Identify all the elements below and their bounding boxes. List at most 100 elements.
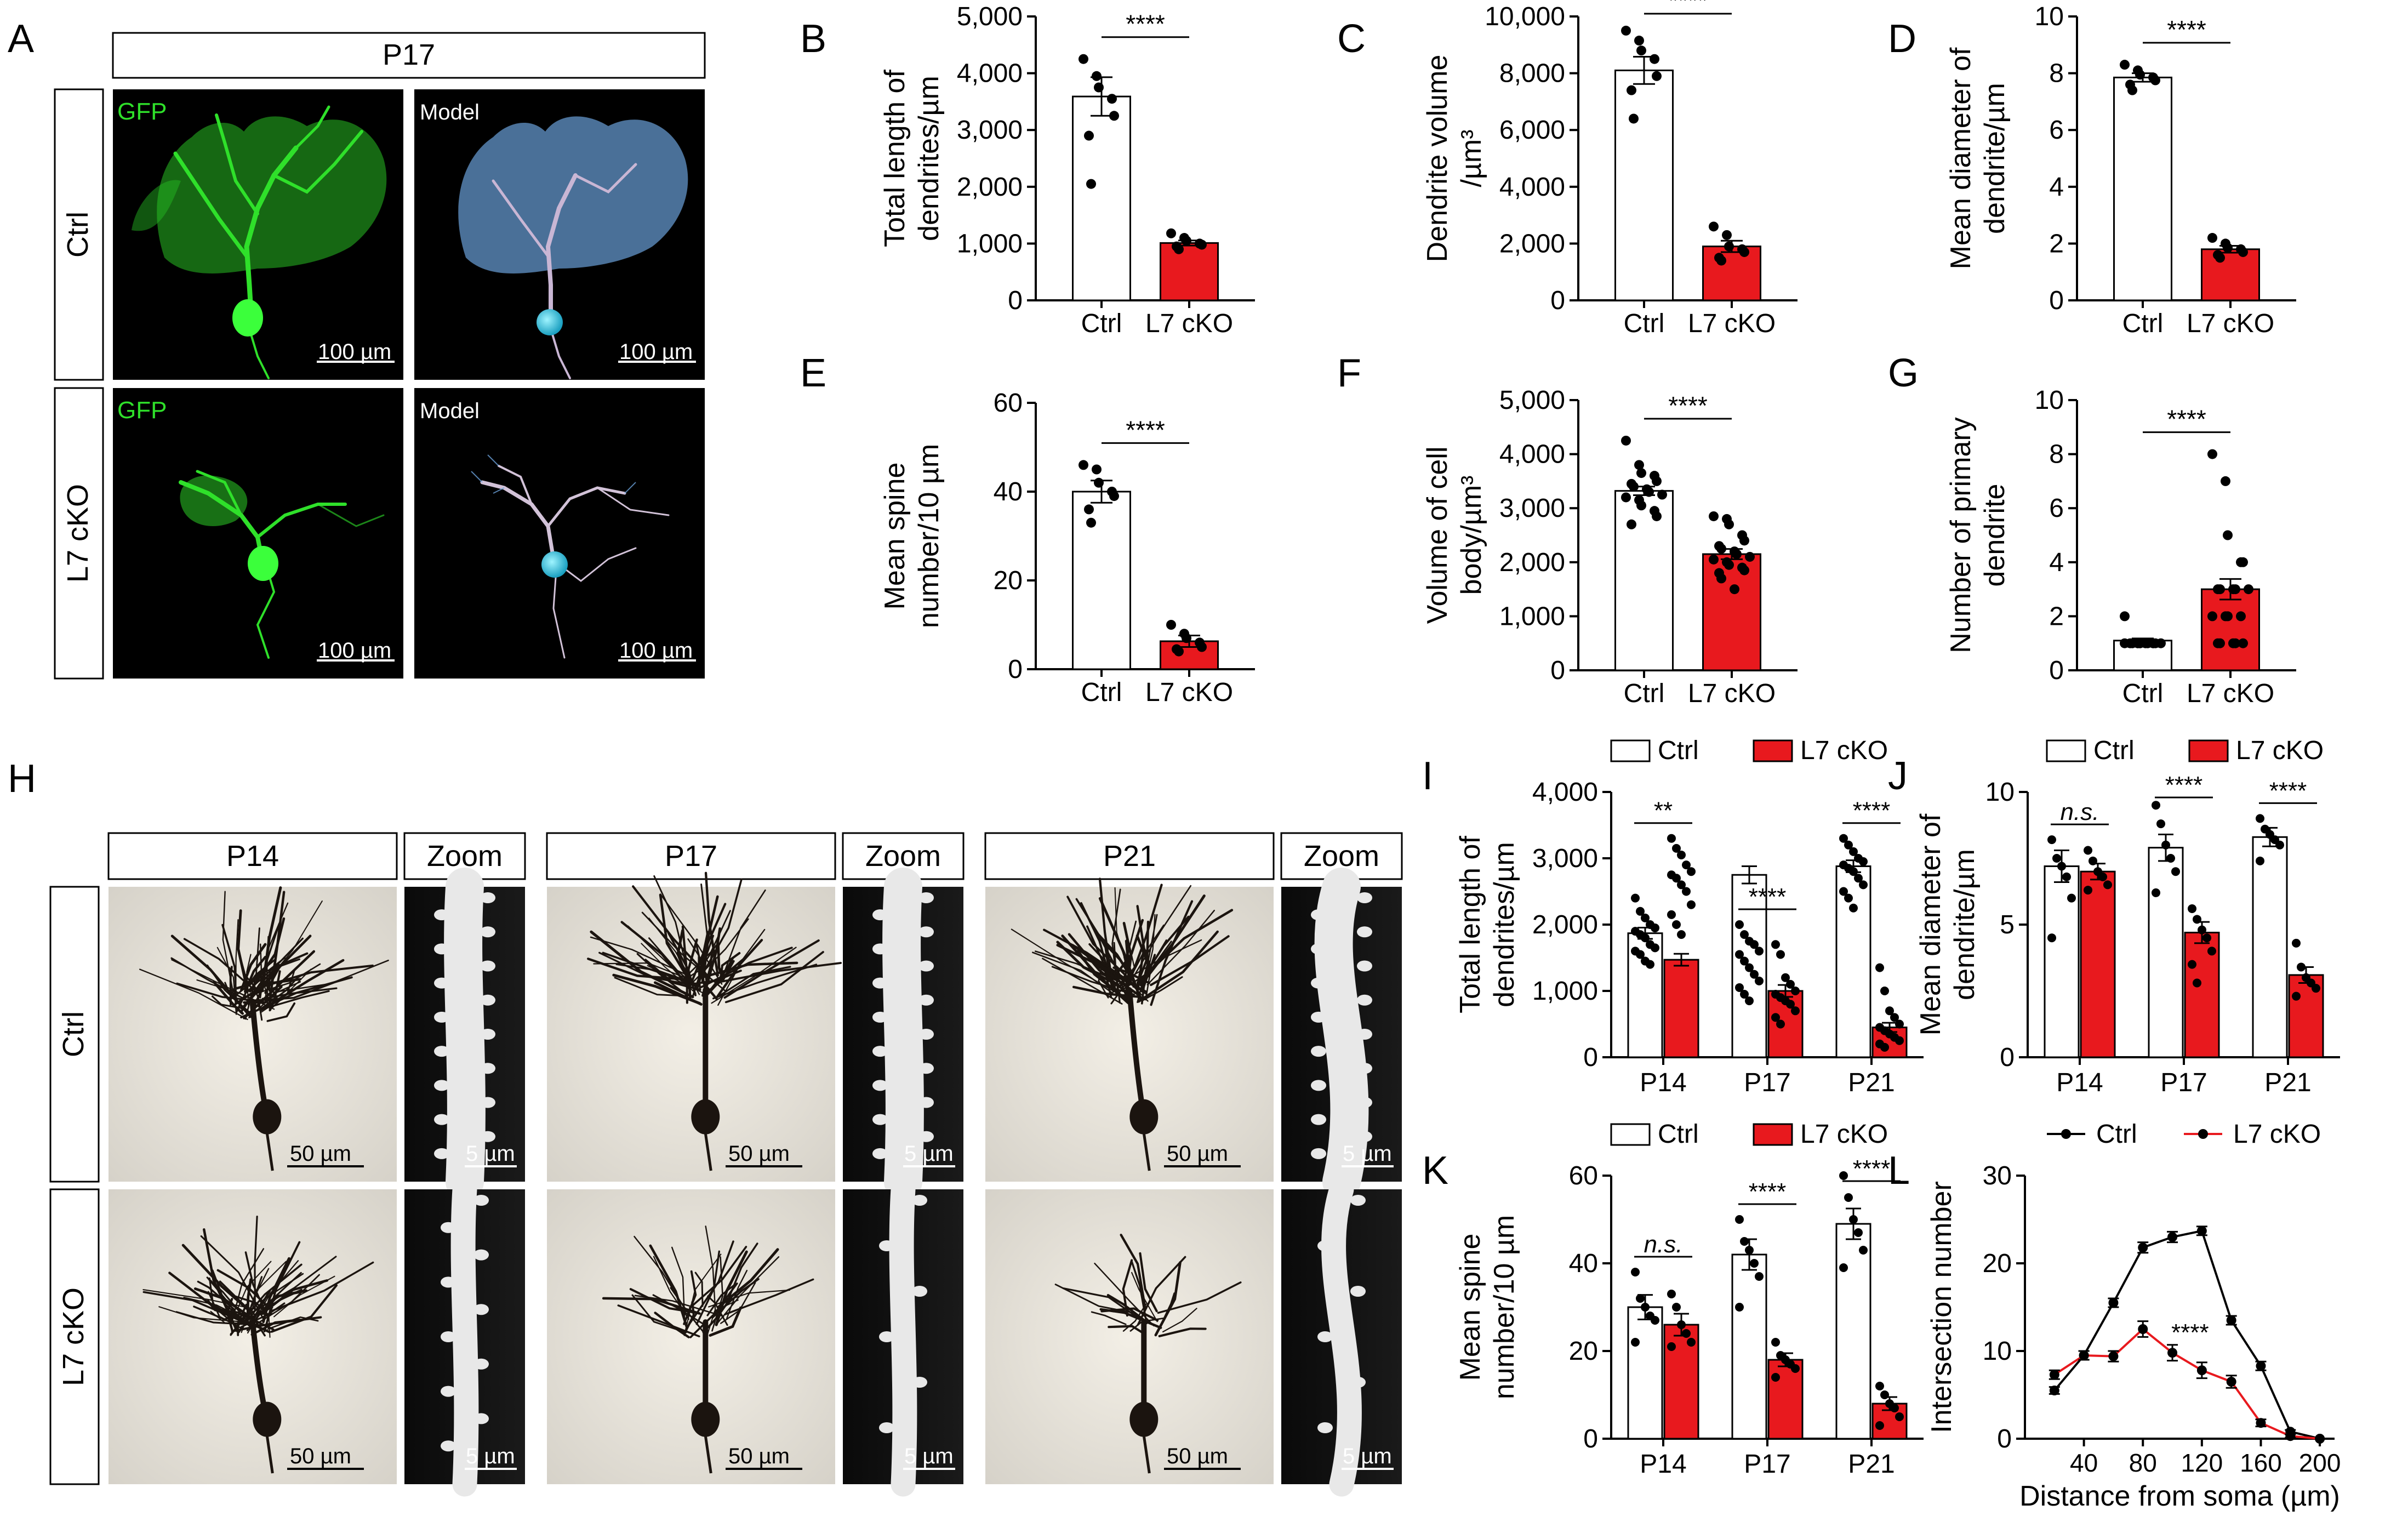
legend-label-ctrl: Ctrl <box>2093 736 2135 765</box>
legend-swatch-ctrl <box>2046 739 2086 762</box>
data-point <box>2120 611 2130 622</box>
dendrite-branch <box>260 959 345 1012</box>
dendrite-branch <box>1137 914 1158 1004</box>
series-line <box>2053 1229 2320 1440</box>
chart-l: L 0 10 20 30 40 80 120 160 200 Distance from soma … <box>1888 1120 2341 1512</box>
data-point <box>1740 1237 1749 1246</box>
zoom-spine <box>872 909 888 921</box>
zoom-spine <box>434 1114 449 1125</box>
dendrite-branch <box>212 981 244 1015</box>
zoom-spine <box>480 1097 495 1108</box>
zoom-spine <box>434 943 449 955</box>
data-point <box>1709 511 1719 521</box>
zoom-spine <box>918 926 934 938</box>
micrograph-p21-ctrl: 50 µm <box>985 877 1274 1182</box>
dendrite-branch <box>237 909 249 993</box>
x-tick-label: Ctrl <box>1624 679 1665 708</box>
zoom-p21-ctrl: 5 µm <box>1281 868 1402 1201</box>
data-point <box>2135 638 2145 648</box>
y-axis-label: dendrites/µm <box>1488 842 1520 1007</box>
zoom-spine <box>872 1046 888 1057</box>
bar <box>2201 588 2260 671</box>
dendrite-branch <box>653 875 689 974</box>
zoom-spine <box>918 994 934 1006</box>
y-tick-label: 10,000 <box>1485 2 1565 31</box>
data-point <box>2120 638 2130 648</box>
significance-label: **** <box>1126 415 1165 444</box>
dendrite-branch <box>1066 896 1131 981</box>
data-point <box>1652 71 1662 81</box>
zoom-spine <box>434 1148 449 1159</box>
dendrite-branch <box>267 1316 319 1330</box>
y-tick-label: 8 <box>2049 440 2064 469</box>
data-point <box>1880 987 1889 995</box>
soma <box>691 1401 720 1437</box>
y-axis-label: Mean diameter of <box>1945 47 1977 269</box>
data-point <box>1687 867 1696 876</box>
data-point <box>1651 924 1659 933</box>
y-tick-label: 2,000 <box>1532 910 1598 939</box>
chart-c: C 0 2,000 4,000 6,000 8,000 10,000 Dendrite vol… <box>1337 0 1798 338</box>
micrograph-p21-cko: 50 µm <box>985 1189 1274 1484</box>
data-point <box>1755 947 1764 956</box>
zoom-spine <box>1350 1377 1366 1388</box>
dendrite-branch <box>1131 1272 1158 1323</box>
data-point <box>1745 963 1754 972</box>
y-tick-label: 10 <box>2035 2 2064 31</box>
legend-swatch-ctrl <box>1610 739 1651 762</box>
dendrite-branch <box>1104 947 1118 994</box>
zoom-spine <box>434 1046 449 1057</box>
micrograph-p17-ctrl: 50 µm <box>547 871 842 1182</box>
zoom-spine <box>872 1114 888 1125</box>
data-point <box>1839 834 1848 843</box>
data-point <box>1631 1268 1640 1276</box>
data-point <box>1652 511 1662 521</box>
y-axis-label: dendrite/µm <box>1949 849 1981 1000</box>
zoom-spine <box>480 960 495 972</box>
data-point <box>1634 36 1644 46</box>
data-point <box>1771 1013 1780 1022</box>
data-point <box>1627 519 1636 529</box>
data-point <box>1875 963 1884 972</box>
data-point <box>2084 886 2092 895</box>
dendrite-branch <box>270 1284 338 1333</box>
dendrite-branch <box>720 1282 756 1324</box>
dendrite-branch <box>252 964 374 991</box>
y-tick-label: 5,000 <box>957 2 1023 31</box>
y-tick-label: 6 <box>2049 116 2064 145</box>
y-tick-label: 10 <box>1983 1337 2012 1366</box>
axon <box>1142 1435 1151 1474</box>
bar <box>2252 836 2288 1058</box>
panel-letter-g: G <box>1888 351 1919 395</box>
bar <box>2201 248 2260 301</box>
dendrite-branch <box>1043 928 1144 992</box>
data-point <box>1197 642 1207 652</box>
y-tick-label: 0 <box>1550 656 1565 685</box>
legend-marker-ctrl <box>2061 1129 2071 1139</box>
row-box-cko-h <box>49 1188 100 1485</box>
data-point <box>1166 228 1176 238</box>
y-tick-label: 4 <box>2049 548 2064 577</box>
bar <box>1702 553 1761 671</box>
y-axis-label: dendrites/µm <box>913 76 945 241</box>
y-tick-label: 60 <box>994 389 1023 418</box>
dendrite-branch <box>712 964 818 1000</box>
data-point <box>1651 1316 1659 1325</box>
data-point <box>1094 82 1104 93</box>
scale-label: 50 µm <box>1167 1444 1228 1468</box>
x-tick-label: L7 cKO <box>1145 309 1233 338</box>
significance-label: **** <box>1853 1155 1891 1182</box>
data-point <box>1844 893 1853 903</box>
data-point <box>2256 1361 2266 1371</box>
chart-g: G 0 2 4 6 8 10 Number of primary dendrite Ctrl L7 … <box>1888 351 2296 708</box>
data-point <box>2207 233 2217 243</box>
legend-marker-cko <box>2198 1129 2208 1139</box>
y-tick-label: 6 <box>2049 494 2064 523</box>
y-axis-label: Dendrite volume <box>1422 55 1453 263</box>
zoom-spine <box>441 1222 456 1233</box>
y-tick-label: 0 <box>2049 286 2064 315</box>
x-tick-label: Ctrl <box>2122 679 2164 708</box>
y-tick-label: 3,000 <box>1499 494 1565 523</box>
axon <box>704 1133 712 1171</box>
zoom-spine <box>872 1011 888 1023</box>
